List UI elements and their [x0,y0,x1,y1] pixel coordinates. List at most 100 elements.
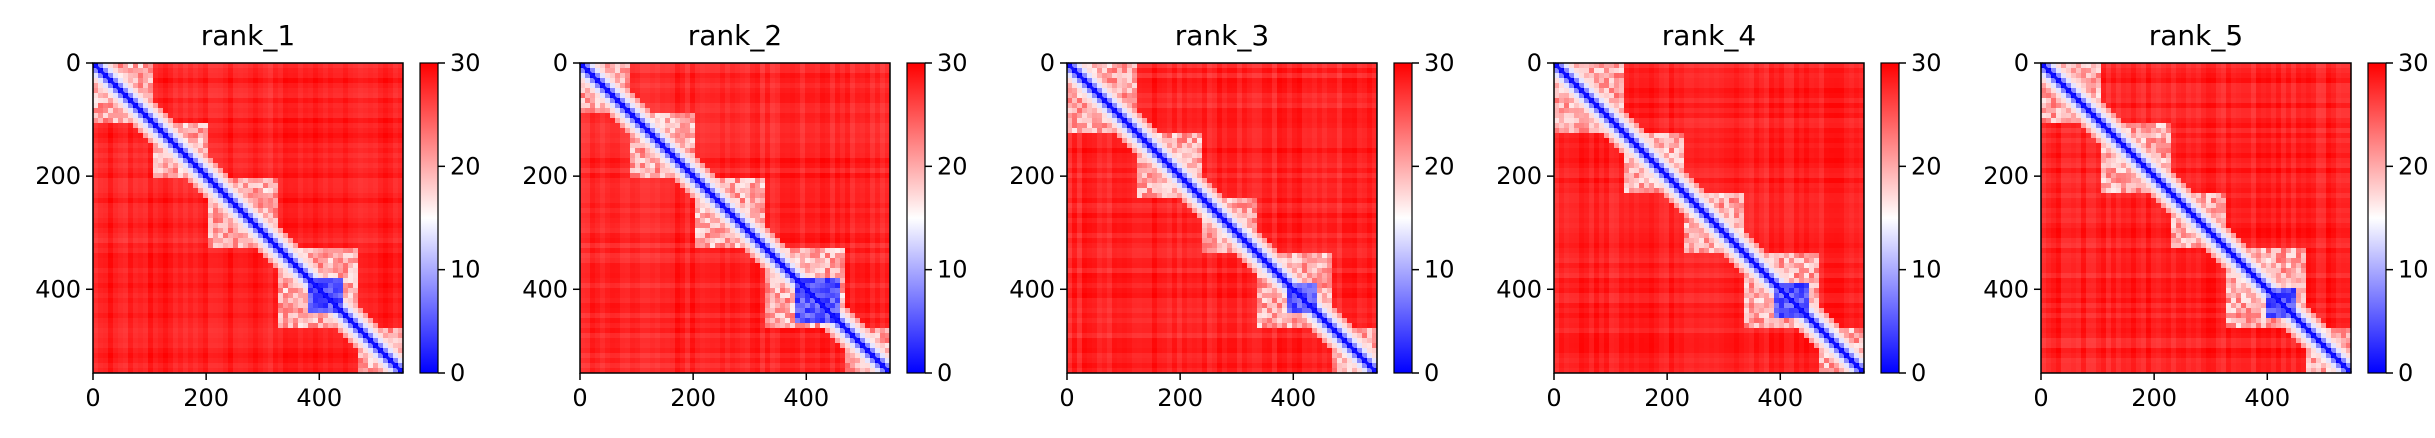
heatmap-cell [333,78,339,84]
heatmap-cell [108,223,114,229]
heatmap-cell [338,218,344,224]
heatmap-cell [268,93,274,99]
heatmap-cell [293,173,299,179]
heatmap-cell [338,183,344,189]
heatmap-cell [123,113,129,119]
heatmap-cell [198,243,204,249]
heatmap-cell [213,198,219,204]
heatmap-cell [880,113,886,119]
heatmap-cell [605,123,611,129]
heatmap-cell [128,178,134,184]
heatmap-cell [600,98,606,104]
heatmap-cell [590,113,596,119]
heatmap-cell [850,88,856,94]
heatmap-cell [373,143,379,149]
heatmap-cell [213,218,219,224]
heatmap-cell [865,93,871,99]
heatmap-cell [393,63,399,69]
heatmap-cell [288,138,294,144]
heatmap-cell [715,103,721,109]
heatmap-cell [148,328,154,334]
heatmap-cell [333,213,339,219]
heatmap-cell [258,113,264,119]
heatmap-cell [108,128,114,134]
heatmap-cell [248,223,254,229]
heatmap-cell [670,83,676,89]
heatmap-cell [298,348,304,354]
heatmap-cell [393,153,399,159]
heatmap-cell [148,233,154,239]
heatmap-cell [830,73,836,79]
heatmap-cell [233,128,239,134]
heatmap-cell [333,123,339,129]
heatmap-cell [208,288,214,294]
heatmap-cell [178,328,184,334]
heatmap-cell [98,93,104,99]
heatmap-cell [198,193,204,199]
heatmap-cell [630,68,636,74]
heatmap-cell [128,63,134,69]
heatmap-cell [168,208,174,214]
heatmap-cell [580,88,586,94]
heatmap-cell [203,273,209,279]
heatmap-cell [363,233,369,239]
heatmap-cell [243,68,249,74]
heatmap-cell [383,253,389,259]
heatmap-cell [635,83,641,89]
heatmap-cell [745,138,751,144]
heatmap-cell [585,78,591,84]
heatmap-cell [750,108,756,114]
heatmap-cell [128,158,134,164]
heatmap-cell [670,98,676,104]
heatmap-cell [228,123,234,129]
heatmap-cell [118,148,124,154]
heatmap-cell [353,308,359,314]
heatmap-cell [353,223,359,229]
heatmap-cell [715,68,721,74]
heatmap-cell [318,253,324,259]
heatmap-cell [243,358,249,364]
heatmap-cell [213,88,219,94]
heatmap-cell [198,338,204,344]
heatmap-cell [198,148,204,154]
heatmap-cell [318,63,324,69]
heatmap-cell [118,318,124,324]
heatmap-cell [283,318,289,324]
heatmap-cell [398,68,404,74]
heatmap-cell [755,148,761,154]
heatmap-cell [860,138,866,144]
heatmap-cell [328,208,334,214]
heatmap-cell [178,178,184,184]
heatmap-cell [835,73,841,79]
heatmap-cell [328,83,334,89]
heatmap-cell [685,138,691,144]
heatmap-cell [388,208,394,214]
heatmap-cell [228,93,234,99]
heatmap-cell [333,138,339,144]
heatmap-cell [383,143,389,149]
heatmap-cell [273,108,279,114]
heatmap-cell [268,253,274,259]
heatmap-cell [113,188,119,194]
heatmap-cell [353,138,359,144]
heatmap-cell [660,128,666,134]
heatmap-cell [348,168,354,174]
heatmap-cell [143,103,149,109]
heatmap-cell [318,173,324,179]
heatmap-cell [695,88,701,94]
heatmap-cell [318,353,324,359]
heatmap-cell [253,233,259,239]
heatmap-cell [203,188,209,194]
heatmap-cell [590,88,596,94]
heatmap-cell [278,163,284,169]
heatmap-cell [143,273,149,279]
heatmap-cell [248,233,254,239]
heatmap-cell [168,288,174,294]
heatmap-cell [258,353,264,359]
heatmap-cell [258,218,264,224]
heatmap-cell [343,123,349,129]
heatmap-cell [163,313,169,319]
heatmap-cell [660,113,666,119]
heatmap-cell [348,83,354,89]
heatmap-cell [725,88,731,94]
